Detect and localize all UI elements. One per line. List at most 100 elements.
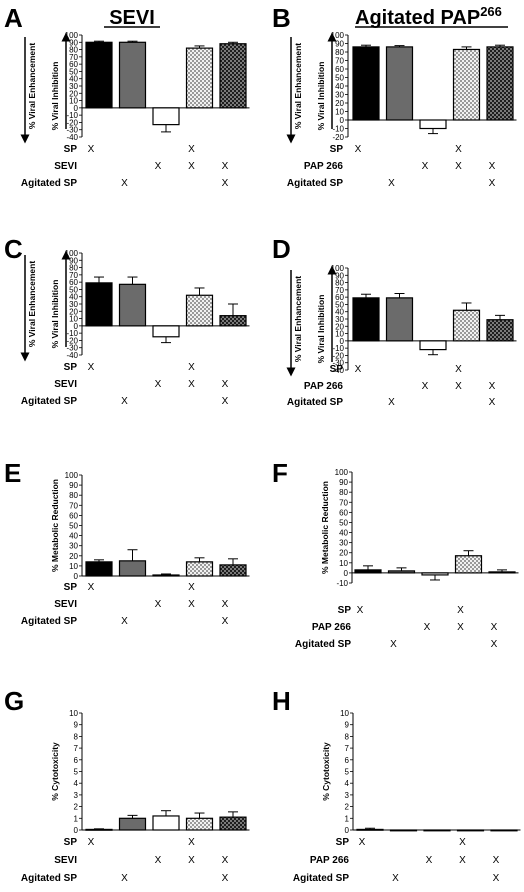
y-tick-label: 40 bbox=[69, 75, 78, 84]
treatment-mark: X bbox=[188, 599, 195, 610]
bar bbox=[454, 555, 483, 574]
bar bbox=[85, 41, 113, 109]
treatment-mark: X bbox=[388, 178, 395, 189]
y-tick-label: 70 bbox=[69, 53, 78, 62]
y-tick-label: 40 bbox=[335, 82, 344, 91]
row-label: SP bbox=[330, 364, 344, 375]
y-tick-label: 0 bbox=[340, 116, 345, 125]
y-tick-label: -20 bbox=[66, 336, 78, 345]
treatment-mark: X bbox=[457, 622, 464, 633]
panel-label: C bbox=[4, 234, 23, 264]
bar bbox=[219, 816, 247, 831]
y-tick-label: 30 bbox=[335, 315, 344, 324]
y-tick-label: 100 bbox=[335, 468, 349, 477]
bar bbox=[352, 297, 380, 342]
bar bbox=[419, 119, 447, 130]
y-axis-label: % Cytotoxicity bbox=[321, 742, 331, 801]
y-tick-label: 80 bbox=[335, 279, 344, 288]
y-axis-label-enhancement: % Viral Enhancement bbox=[293, 276, 303, 362]
y-tick-label: 10 bbox=[339, 559, 348, 568]
y-tick-label: 0 bbox=[74, 104, 79, 113]
treatment-mark: X bbox=[388, 397, 395, 408]
y-tick-label: 70 bbox=[69, 501, 78, 510]
y-tick-label: 9 bbox=[74, 721, 79, 730]
y-tick-label: -10 bbox=[332, 344, 344, 353]
bar bbox=[387, 570, 416, 574]
row-label: SP bbox=[336, 837, 350, 848]
treatment-mark: X bbox=[491, 639, 498, 650]
bar bbox=[219, 315, 247, 327]
y-tick-label: -20 bbox=[66, 118, 78, 127]
row-label: SP bbox=[64, 837, 78, 848]
y-tick-label: -10 bbox=[66, 329, 78, 338]
y-tick-label: 3 bbox=[345, 791, 350, 800]
y-axis-label: % Metabolic Reduction bbox=[320, 481, 330, 574]
treatment-mark: X bbox=[88, 144, 95, 155]
y-tick-label: 100 bbox=[331, 31, 345, 40]
y-tick-label: 10 bbox=[340, 709, 349, 718]
treatment-mark: X bbox=[491, 622, 498, 633]
bar bbox=[85, 282, 113, 327]
y-tick-label: 80 bbox=[69, 46, 78, 55]
y-tick-label: 0 bbox=[74, 826, 79, 835]
y-tick-label: 60 bbox=[69, 60, 78, 69]
treatment-mark: X bbox=[188, 379, 195, 390]
y-tick-label: 8 bbox=[345, 732, 350, 741]
bar bbox=[486, 46, 514, 121]
bar bbox=[452, 48, 481, 121]
y-tick-label: 30 bbox=[69, 300, 78, 309]
y-tick-label: 70 bbox=[335, 286, 344, 295]
treatment-mark: X bbox=[489, 178, 496, 189]
panel-label: D bbox=[272, 234, 291, 264]
y-tick-label: 30 bbox=[69, 542, 78, 551]
y-tick-label: 100 bbox=[65, 471, 79, 480]
y-tick-label: 70 bbox=[339, 498, 348, 507]
bar bbox=[486, 319, 514, 342]
y-tick-label: 10 bbox=[335, 108, 344, 117]
treatment-mark: X bbox=[155, 161, 162, 172]
panel-label: H bbox=[272, 686, 291, 716]
y-tick-label: 80 bbox=[339, 488, 348, 497]
y-tick-label: 10 bbox=[69, 97, 78, 106]
row-label: PAP 266 bbox=[310, 855, 350, 866]
treatment-mark: X bbox=[455, 144, 462, 155]
bar bbox=[152, 107, 180, 126]
y-tick-label: 30 bbox=[69, 82, 78, 91]
treatment-mark: X bbox=[188, 144, 195, 155]
row-label: SEVI bbox=[54, 599, 77, 610]
treatment-mark: X bbox=[392, 873, 399, 884]
row-label: PAP 266 bbox=[312, 622, 352, 633]
bar bbox=[488, 571, 516, 574]
row-label: SP bbox=[338, 605, 352, 616]
treatment-mark: X bbox=[88, 837, 95, 848]
y-tick-label: 2 bbox=[345, 803, 350, 812]
y-tick-label: 0 bbox=[344, 569, 349, 578]
y-tick-label: 50 bbox=[69, 285, 78, 294]
treatment-mark: X bbox=[188, 362, 195, 373]
treatment-mark: X bbox=[459, 855, 466, 866]
panel-label: B bbox=[272, 3, 291, 33]
y-tick-label: 50 bbox=[339, 518, 348, 527]
treatment-mark: X bbox=[222, 599, 229, 610]
treatment-mark: X bbox=[422, 161, 429, 172]
y-tick-label: 60 bbox=[69, 278, 78, 287]
bar bbox=[419, 340, 447, 351]
y-tick-label: 20 bbox=[69, 552, 78, 561]
y-tick-label: -30 bbox=[66, 126, 78, 135]
bar bbox=[85, 561, 113, 577]
bar bbox=[456, 829, 485, 832]
row-label: Agitated SP bbox=[287, 178, 343, 189]
treatment-mark: X bbox=[121, 396, 128, 407]
row-label: PAP 266 bbox=[304, 161, 344, 172]
y-tick-label: 7 bbox=[345, 744, 350, 753]
bar bbox=[152, 815, 180, 831]
treatment-mark: X bbox=[426, 855, 433, 866]
y-tick-label: 10 bbox=[335, 330, 344, 339]
y-tick-label: 70 bbox=[69, 271, 78, 280]
y-tick-label: 100 bbox=[331, 264, 345, 273]
y-tick-label: 50 bbox=[69, 522, 78, 531]
